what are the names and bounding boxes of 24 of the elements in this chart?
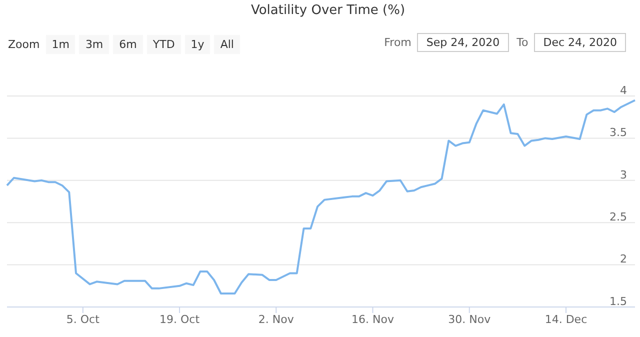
text: 6m bbox=[119, 38, 137, 51]
text: YTD bbox=[152, 38, 175, 51]
x-tick-label: 14. Dec bbox=[544, 312, 588, 326]
y-tick-label: 4 bbox=[620, 84, 627, 97]
y-tick-label: 2.5 bbox=[610, 210, 627, 224]
x-tick-label: 5. Oct bbox=[66, 312, 100, 326]
y-tick-label: 3 bbox=[620, 168, 627, 182]
y-tick-label: 1.5 bbox=[610, 294, 627, 308]
text: Sep 24, 2020 bbox=[426, 36, 500, 49]
y-tick-label: 3.5 bbox=[610, 126, 627, 140]
text: 1m bbox=[52, 38, 70, 51]
text: Zoom bbox=[8, 38, 40, 51]
x-tick-label: 16. Nov bbox=[352, 312, 394, 326]
chart-title: Volatility Over Time (%) bbox=[250, 3, 406, 18]
text: All bbox=[220, 38, 234, 51]
y-tick-label: 2 bbox=[620, 252, 627, 266]
x-tick-label: 30. Nov bbox=[448, 312, 492, 326]
text: 1y bbox=[190, 38, 204, 51]
text: From bbox=[384, 36, 412, 49]
x-tick-label: 2. Nov bbox=[258, 312, 294, 326]
text: Dec 24, 2020 bbox=[543, 36, 617, 49]
x-tick-label: 19. Oct bbox=[160, 312, 200, 326]
text: 3m bbox=[85, 38, 104, 51]
text: To bbox=[516, 36, 528, 49]
